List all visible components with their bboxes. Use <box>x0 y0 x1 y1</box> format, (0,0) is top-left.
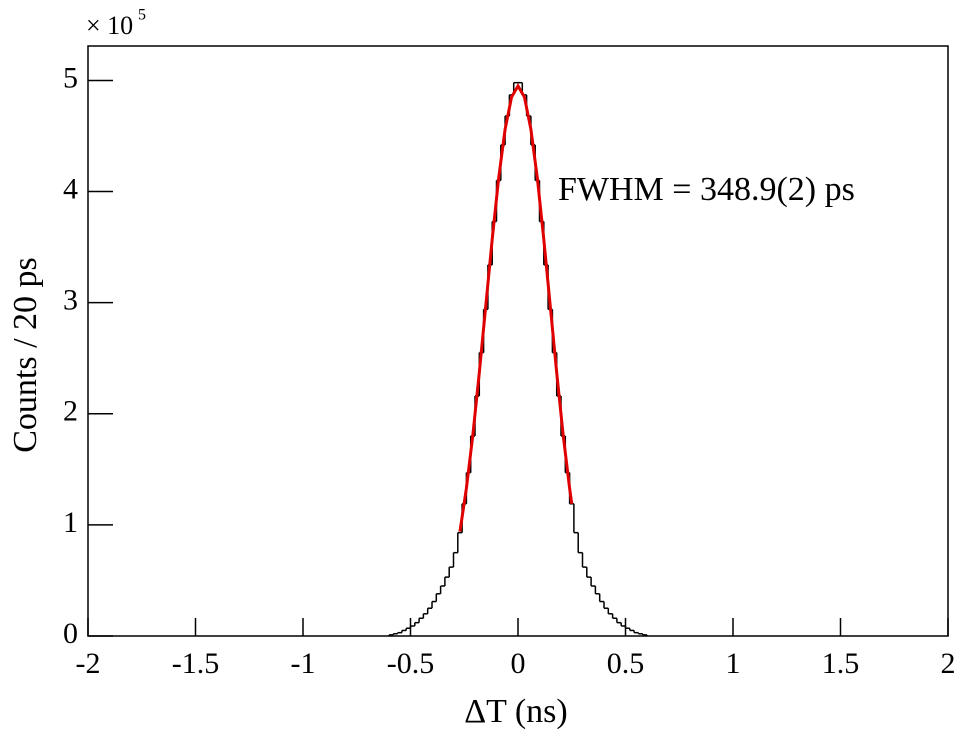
y-tick-label: 1 <box>63 506 78 539</box>
y-tick-label: 5 <box>63 61 78 94</box>
x-tick-label: 1.5 <box>822 647 860 680</box>
x-tick-label: 0 <box>511 647 526 680</box>
y-multiplier-exponent: 5 <box>138 7 146 24</box>
y-tick-label: 2 <box>63 395 78 428</box>
y-tick-label: 4 <box>63 172 78 205</box>
y-tick-label: 0 <box>63 617 78 650</box>
x-tick-label: -1 <box>291 647 316 680</box>
y-multiplier: × 10 <box>86 11 133 40</box>
x-axis-label: ΔT (ns) <box>464 693 567 730</box>
x-tick-label: -1.5 <box>172 647 220 680</box>
x-tick-label: 1 <box>726 647 741 680</box>
y-axis-label: Counts / 20 ps <box>7 257 44 453</box>
y-tick-label: 3 <box>63 284 78 317</box>
x-tick-label: -0.5 <box>387 647 435 680</box>
x-tick-label: -2 <box>76 647 101 680</box>
plot-frame <box>87 45 949 637</box>
x-tick-label: 0.5 <box>607 647 645 680</box>
fit-curve <box>458 83 574 532</box>
x-tick-label: 2 <box>941 647 956 680</box>
annotation: FWHM = 348.9(2) ps <box>558 171 855 208</box>
